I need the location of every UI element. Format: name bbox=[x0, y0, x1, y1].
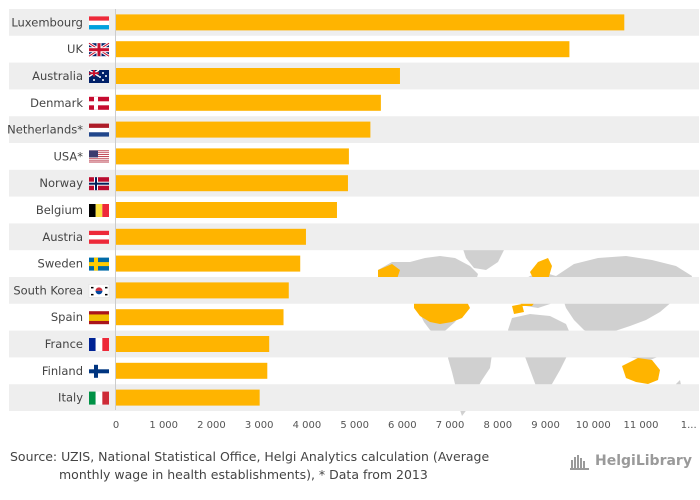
south-korea-flag bbox=[88, 284, 110, 298]
norway-flag bbox=[89, 177, 109, 191]
spain-flag bbox=[89, 311, 109, 325]
bars bbox=[116, 14, 625, 406]
bar-spain[interactable] bbox=[116, 309, 284, 326]
source-line-2: monthly wage in health establishments), … bbox=[59, 467, 428, 482]
finland-flag bbox=[89, 364, 109, 378]
bar-sweden[interactable] bbox=[116, 255, 301, 272]
france-flag bbox=[89, 338, 109, 351]
logo-text: HelgiLibrary bbox=[595, 453, 692, 469]
x-axis-ticks: 0 1 000 2 000 3 000 4 000 5 000 6 000 7 000 8 00… bbox=[113, 420, 697, 431]
bar-luxembourg[interactable] bbox=[116, 14, 625, 31]
helgi-library-logo: HelgiLibrary bbox=[570, 450, 695, 472]
x-tick-label: 5 000 bbox=[340, 420, 369, 431]
source-note: Source: UZIS, National Statistical Offic… bbox=[10, 448, 540, 484]
bar-france[interactable] bbox=[116, 336, 270, 352]
x-tick-label: 10 000 bbox=[576, 420, 611, 431]
category-label: UK bbox=[67, 42, 83, 56]
category-label: Italy bbox=[58, 391, 83, 405]
row-band bbox=[9, 384, 699, 411]
category-label: Australia bbox=[32, 69, 83, 83]
row-band bbox=[9, 169, 699, 197]
netherlands-flag bbox=[89, 123, 109, 137]
bar-chart: Luxembourg UK Australia Denmark Netherlands*… bbox=[7, 9, 699, 431]
x-tick-label: 8 000 bbox=[483, 420, 512, 431]
bar-netherlands[interactable] bbox=[116, 121, 371, 138]
category-label: Austria bbox=[42, 230, 83, 244]
row-band bbox=[9, 223, 699, 251]
category-label: South Korea bbox=[13, 283, 83, 297]
bar-usa[interactable] bbox=[116, 148, 349, 165]
x-tick-label: 3 000 bbox=[245, 420, 274, 431]
bar-australia[interactable] bbox=[116, 68, 400, 84]
x-tick-label: 9 000 bbox=[531, 420, 560, 431]
category-label: Netherlands* bbox=[7, 123, 83, 137]
category-label: Denmark bbox=[30, 96, 83, 110]
luxembourg-flag bbox=[89, 16, 109, 30]
usa-flag bbox=[89, 150, 109, 164]
x-tick-label: 2 000 bbox=[197, 420, 226, 431]
bar-norway[interactable] bbox=[116, 175, 348, 192]
map-spain bbox=[512, 304, 524, 314]
australia-flag bbox=[88, 69, 109, 83]
category-label: Sweden bbox=[38, 257, 83, 271]
italy-flag bbox=[89, 391, 109, 405]
category-label: Norway bbox=[39, 176, 83, 190]
row-band bbox=[9, 277, 699, 304]
austria-flag bbox=[89, 230, 109, 244]
bar-south-korea[interactable] bbox=[116, 282, 289, 299]
x-tick-label: 0 bbox=[113, 420, 119, 431]
bar-italy[interactable] bbox=[116, 389, 260, 406]
category-label: Finland bbox=[42, 364, 83, 378]
denmark-flag bbox=[89, 96, 109, 110]
category-label: France bbox=[45, 337, 83, 351]
x-tick-label: 11 000 bbox=[624, 420, 659, 431]
bar-austria[interactable] bbox=[116, 228, 306, 245]
flag-icons bbox=[88, 16, 110, 405]
bar-finland[interactable] bbox=[116, 362, 268, 379]
bar-denmark[interactable] bbox=[116, 94, 381, 111]
source-line-1: Source: UZIS, National Statistical Offic… bbox=[10, 449, 490, 464]
sweden-flag bbox=[89, 257, 109, 271]
belgium-flag bbox=[89, 204, 109, 217]
x-tick-label: 6 000 bbox=[388, 420, 417, 431]
map-australia bbox=[622, 358, 660, 384]
category-label: Luxembourg bbox=[11, 15, 83, 29]
x-tick-label: 7 000 bbox=[436, 420, 465, 431]
row-band bbox=[9, 330, 699, 358]
bar-uk[interactable] bbox=[116, 41, 570, 58]
helgi-library-icon bbox=[570, 455, 589, 470]
category-label: Belgium bbox=[36, 203, 83, 217]
category-labels: Luxembourg UK Australia Denmark Netherlands*… bbox=[7, 15, 83, 404]
bar-belgium[interactable] bbox=[116, 202, 337, 218]
category-label: USA* bbox=[53, 149, 83, 163]
category-label: Spain bbox=[51, 310, 83, 324]
x-tick-label: 1 000 bbox=[149, 420, 178, 431]
uk-flag bbox=[88, 41, 110, 58]
x-tick-label: 4 000 bbox=[293, 420, 322, 431]
x-tick-label: 1... bbox=[681, 420, 697, 431]
